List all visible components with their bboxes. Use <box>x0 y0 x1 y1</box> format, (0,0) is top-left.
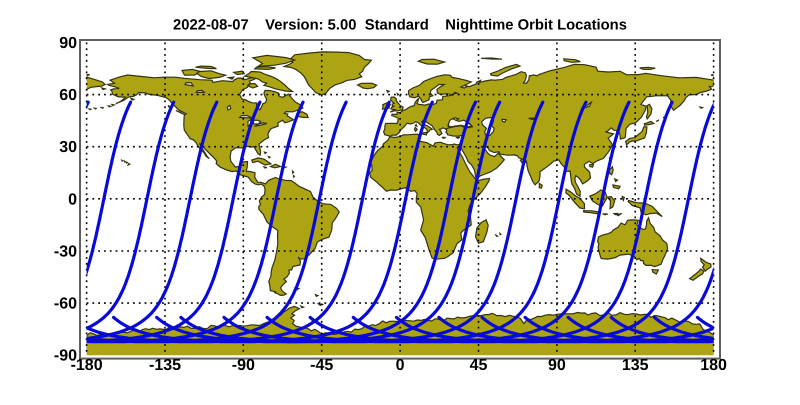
svg-text:30: 30 <box>59 139 77 156</box>
svg-text:-30: -30 <box>54 244 77 261</box>
svg-text:60: 60 <box>59 87 77 104</box>
svg-text:0: 0 <box>68 191 77 208</box>
svg-text:-60: -60 <box>54 296 77 313</box>
svg-text:90: 90 <box>548 357 566 374</box>
svg-text:-45: -45 <box>310 357 333 374</box>
svg-text:45: 45 <box>470 357 488 374</box>
svg-text:180: 180 <box>700 357 727 374</box>
svg-text:-135: -135 <box>149 357 181 374</box>
svg-text:-90: -90 <box>232 357 255 374</box>
svg-text:90: 90 <box>59 35 77 52</box>
svg-text:135: 135 <box>622 357 649 374</box>
svg-text:0: 0 <box>396 357 405 374</box>
svg-text:2022-08-07 Version: 5.00 S: 2022-08-07 Version: 5.00 Standard Nightt… <box>173 18 627 34</box>
svg-text:-90: -90 <box>54 348 77 365</box>
svg-text:-180: -180 <box>71 357 103 374</box>
